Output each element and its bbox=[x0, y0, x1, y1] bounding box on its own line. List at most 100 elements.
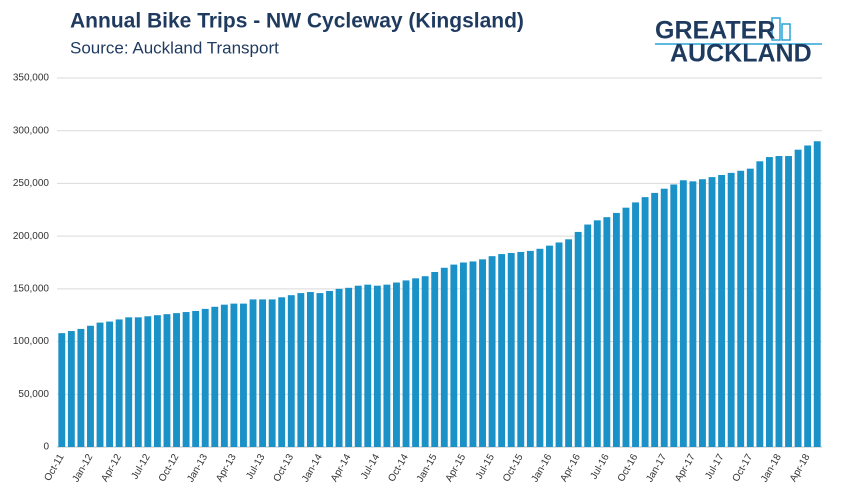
bar bbox=[297, 293, 305, 447]
x-tick-label: Apr-12 bbox=[100, 452, 125, 484]
bar bbox=[660, 188, 668, 447]
bar bbox=[268, 299, 276, 447]
logo-building bbox=[771, 17, 781, 41]
bar bbox=[612, 212, 620, 447]
bar bbox=[727, 172, 735, 447]
bar bbox=[412, 278, 420, 447]
logo-building bbox=[781, 23, 791, 41]
bar bbox=[440, 267, 448, 447]
x-tick-label: Oct-14 bbox=[386, 452, 411, 484]
bar bbox=[708, 177, 716, 448]
bar bbox=[211, 306, 219, 447]
x-tick-label: Apr-15 bbox=[444, 452, 469, 484]
bar bbox=[632, 202, 639, 447]
y-tick-label: 150,000 bbox=[13, 283, 50, 294]
bar bbox=[287, 295, 295, 447]
x-tick-label: Oct-13 bbox=[272, 452, 297, 484]
bar bbox=[393, 282, 400, 447]
x-tick-label: Oct-11 bbox=[42, 452, 66, 483]
bar bbox=[373, 285, 381, 447]
x-tick-label: Apr-14 bbox=[329, 452, 354, 484]
bar bbox=[402, 280, 410, 447]
x-tick-label: Jan-16 bbox=[530, 452, 555, 484]
x-tick-label: Jul-15 bbox=[474, 452, 497, 481]
bar bbox=[718, 174, 726, 447]
bar bbox=[230, 303, 238, 447]
bar bbox=[67, 331, 75, 447]
bar bbox=[125, 317, 133, 447]
x-tick-label: Oct-12 bbox=[157, 452, 182, 484]
bar bbox=[383, 284, 391, 447]
bar bbox=[679, 180, 687, 447]
bar bbox=[536, 248, 544, 447]
bar bbox=[622, 207, 630, 447]
x-tick-label: Jul-12 bbox=[130, 452, 153, 481]
bar bbox=[737, 170, 745, 447]
x-tick-label: Oct-15 bbox=[501, 452, 526, 484]
bar bbox=[182, 312, 190, 447]
x-tick-label: Jan-14 bbox=[300, 452, 325, 484]
bar bbox=[115, 319, 123, 447]
y-tick-label: 0 bbox=[43, 442, 49, 453]
bar bbox=[526, 250, 534, 447]
bar bbox=[335, 288, 343, 447]
x-tick-label: Jul-13 bbox=[244, 452, 267, 481]
bar bbox=[431, 271, 439, 447]
bar bbox=[565, 239, 573, 447]
y-tick-label: 200,000 bbox=[13, 231, 50, 242]
bar bbox=[163, 314, 171, 447]
bar bbox=[201, 308, 209, 447]
bar bbox=[259, 299, 267, 447]
bar bbox=[134, 317, 142, 447]
bar bbox=[546, 245, 553, 447]
bar bbox=[804, 145, 812, 447]
bar bbox=[469, 261, 477, 447]
y-tick-label: 350,000 bbox=[13, 73, 50, 84]
bar bbox=[785, 156, 792, 447]
x-tick-label: Jan-18 bbox=[759, 452, 784, 484]
bar bbox=[173, 313, 180, 447]
logo-text: GREATER bbox=[655, 17, 775, 45]
x-tick-label: Apr-17 bbox=[673, 452, 698, 484]
y-tick-label: 300,000 bbox=[13, 125, 50, 136]
x-tick-label: Apr-16 bbox=[559, 452, 584, 484]
bar bbox=[326, 290, 333, 447]
x-tick-label: Jan-13 bbox=[185, 452, 210, 484]
bar bbox=[77, 328, 85, 447]
bar bbox=[278, 297, 286, 447]
x-tick-label: Oct-16 bbox=[616, 452, 641, 484]
bar bbox=[345, 287, 353, 447]
bar bbox=[459, 262, 467, 447]
bar bbox=[306, 292, 314, 447]
chart-title: Annual Bike Trips - NW Cycleway (Kingsla… bbox=[70, 10, 524, 33]
y-tick-label: 250,000 bbox=[13, 178, 50, 189]
bar bbox=[593, 220, 601, 447]
bar bbox=[421, 276, 429, 447]
bar bbox=[555, 242, 563, 447]
logo-text: AUCKLAND bbox=[670, 40, 812, 68]
bar bbox=[699, 179, 706, 447]
bar bbox=[58, 333, 66, 447]
bar bbox=[96, 322, 104, 447]
chart-subtitle: Source: Auckland Transport bbox=[70, 38, 279, 57]
bar bbox=[765, 157, 773, 448]
x-tick-label: Jul-17 bbox=[703, 452, 726, 481]
x-tick-label: Oct-17 bbox=[731, 452, 756, 484]
bar bbox=[450, 264, 458, 447]
bar bbox=[507, 253, 515, 447]
bar bbox=[144, 316, 152, 447]
bar bbox=[775, 156, 783, 447]
logo: GREATER AUCKLAND bbox=[655, 17, 822, 68]
bar bbox=[220, 304, 228, 447]
bar bbox=[87, 325, 94, 447]
bar bbox=[488, 256, 496, 447]
bar bbox=[517, 251, 525, 447]
bar bbox=[479, 259, 486, 447]
bar bbox=[584, 224, 592, 447]
bar bbox=[641, 197, 649, 447]
bar bbox=[316, 293, 324, 447]
x-tick-label: Jan-12 bbox=[71, 452, 96, 484]
bar bbox=[670, 184, 678, 448]
x-tick-label: Jul-16 bbox=[589, 452, 612, 481]
